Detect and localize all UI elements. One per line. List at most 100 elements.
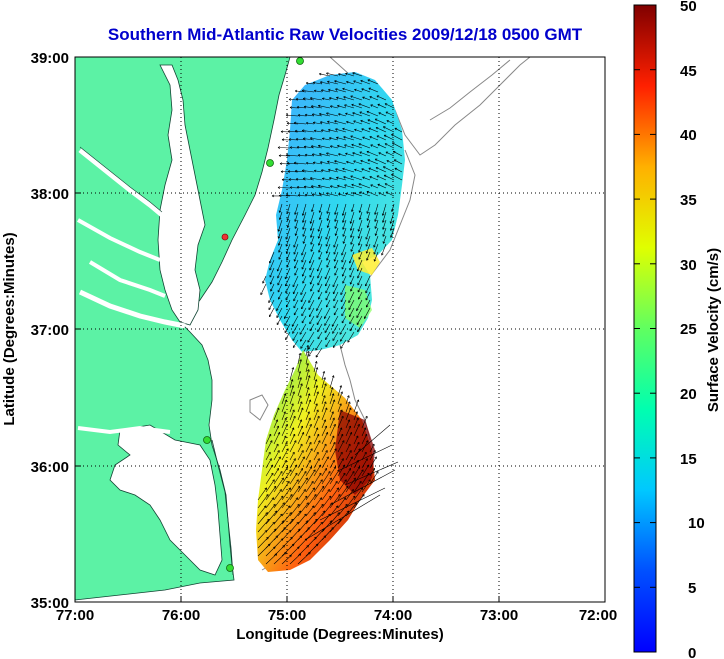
velocity-vector-head xyxy=(378,112,381,115)
velocity-vector xyxy=(362,96,371,101)
velocity-vector-head xyxy=(320,479,323,482)
velocity-vector xyxy=(383,126,395,133)
x-tick-label: 72:00 xyxy=(579,607,617,624)
velocity-vector xyxy=(289,385,294,397)
velocity-vector xyxy=(277,275,283,286)
velocity-vector xyxy=(313,379,317,389)
river-albemarle xyxy=(77,425,171,435)
velocity-vector xyxy=(289,464,298,477)
velocity-vector xyxy=(281,469,292,485)
velocity-vector xyxy=(313,472,322,485)
velocity-vector xyxy=(301,251,307,263)
velocity-vector-head xyxy=(285,237,288,240)
velocity-vector-head xyxy=(297,114,301,117)
velocity-vector-head xyxy=(268,300,271,303)
velocity-vector-head xyxy=(348,307,351,311)
velocity-vector-head xyxy=(365,415,368,419)
velocity-vector xyxy=(289,147,299,149)
velocity-vector xyxy=(367,79,379,85)
velocity-vector xyxy=(278,251,283,260)
velocity-vector xyxy=(305,435,311,445)
velocity-vector-head xyxy=(393,159,397,162)
velocity-vector xyxy=(318,185,331,189)
velocity-vector-head xyxy=(347,340,350,343)
velocity-vector xyxy=(336,97,347,101)
velocity-vector-head xyxy=(299,395,302,398)
velocity-vector xyxy=(340,339,347,349)
velocity-vector-head xyxy=(385,151,389,154)
velocity-vector-head xyxy=(346,160,349,164)
velocity-vector-head xyxy=(300,468,303,471)
velocity-vector xyxy=(384,143,395,149)
velocity-vector xyxy=(317,267,323,279)
velocity-vector-head xyxy=(345,72,348,76)
velocity-vector xyxy=(344,184,355,189)
velocity-vector-head xyxy=(322,97,325,101)
velocity-vector-head xyxy=(275,419,279,422)
velocity-vector-head xyxy=(342,472,346,476)
velocity-vector xyxy=(349,323,355,332)
velocity-vector xyxy=(345,419,350,429)
velocity-vector xyxy=(329,417,335,429)
velocity-vector-head xyxy=(375,167,379,170)
velocity-vector xyxy=(345,477,356,493)
velocity-vector xyxy=(301,243,307,256)
velocity-vector xyxy=(305,194,315,197)
velocity-vector xyxy=(292,339,299,348)
velocity-vector xyxy=(366,299,371,308)
velocity-vector xyxy=(351,203,355,212)
velocity-vector xyxy=(313,440,321,453)
velocity-vector-head xyxy=(349,432,353,435)
velocity-vector xyxy=(349,315,355,325)
velocity-vector-head xyxy=(324,425,327,429)
velocity-vector xyxy=(345,425,351,437)
velocity-vector-head xyxy=(332,284,335,288)
velocity-vector-head xyxy=(365,244,369,247)
velocity-vector xyxy=(289,486,301,501)
velocity-vector-head xyxy=(289,469,292,472)
velocity-vector xyxy=(313,82,323,85)
velocity-vector xyxy=(361,458,368,469)
velocity-vector-head xyxy=(309,321,312,325)
velocity-vector-head xyxy=(306,502,309,505)
velocity-vector xyxy=(347,331,355,343)
velocity-vector xyxy=(329,442,336,453)
velocity-vector xyxy=(326,299,331,308)
velocity-vector xyxy=(344,104,355,109)
velocity-vector-head xyxy=(273,503,276,507)
velocity-vector xyxy=(313,464,322,477)
velocity-vector-head xyxy=(317,229,321,232)
velocity-vector xyxy=(305,369,310,381)
velocity-vector-head xyxy=(339,403,342,406)
velocity-vector-head xyxy=(352,471,355,474)
velocity-vector xyxy=(305,424,312,437)
velocity-vector xyxy=(319,73,331,77)
velocity-vector xyxy=(337,145,347,149)
velocity-vector-head xyxy=(301,89,305,92)
velocity-vector-head xyxy=(300,425,303,429)
velocity-vector-head xyxy=(349,267,352,271)
velocity-vector xyxy=(313,122,323,125)
velocity-vector xyxy=(292,331,299,341)
velocity-vector-head xyxy=(318,184,321,188)
velocity-vector-head xyxy=(342,167,345,171)
velocity-vector-head xyxy=(333,305,336,309)
velocity-vector-head xyxy=(382,220,385,223)
velocity-vector xyxy=(327,161,339,165)
velocity-vector xyxy=(273,513,283,525)
velocity-vector-head xyxy=(314,361,318,364)
velocity-vector xyxy=(370,144,379,149)
velocity-vector xyxy=(386,120,395,125)
colorbar-tick-label: 50 xyxy=(680,0,697,15)
velocity-vector xyxy=(297,401,303,413)
velocity-vector xyxy=(321,129,331,133)
velocity-vector-head xyxy=(330,105,333,108)
velocity-vector xyxy=(334,267,339,276)
velocity-vector-head xyxy=(343,497,347,500)
velocity-vector-head xyxy=(384,103,388,106)
velocity-vector xyxy=(361,415,368,429)
velocity-vector xyxy=(349,307,355,317)
velocity-vector xyxy=(257,487,267,501)
velocity-vector-head xyxy=(311,505,315,509)
velocity-vector xyxy=(305,375,310,389)
